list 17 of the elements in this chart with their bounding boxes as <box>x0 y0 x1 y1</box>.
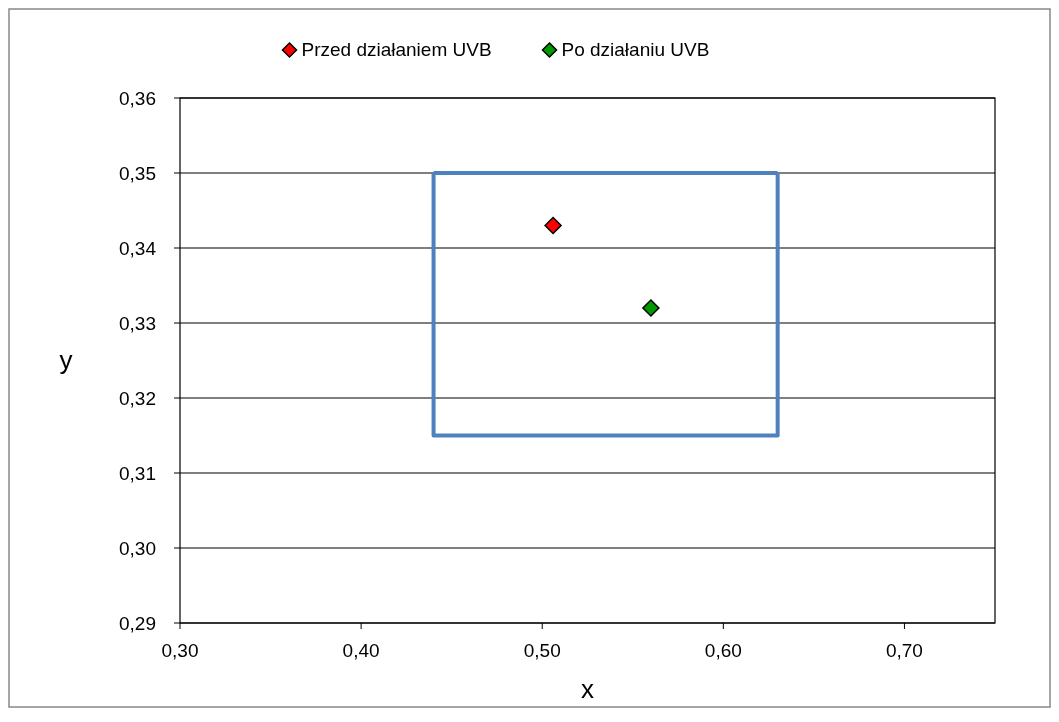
y-tick-label: 0,32 <box>119 388 156 409</box>
y-tick-label: 0,34 <box>119 238 157 259</box>
y-tick-label: 0,35 <box>119 163 156 184</box>
x-axis-title: x <box>581 674 594 704</box>
legend-label: Po działaniu UVB <box>561 39 710 60</box>
x-tick-label: 0,50 <box>523 640 561 661</box>
x-tick-label: 0,60 <box>704 640 742 661</box>
y-tick-label: 0,30 <box>119 538 156 559</box>
y-tick-label: 0,29 <box>119 613 156 634</box>
x-tick-label: 0,40 <box>342 640 380 661</box>
y-axis-title: y <box>59 344 73 375</box>
y-tick-label: 0,33 <box>119 313 156 334</box>
y-tick-label: 0,31 <box>119 463 156 484</box>
x-tick-label: 0,30 <box>161 640 199 661</box>
x-tick-label: 0,70 <box>885 640 923 661</box>
legend-label: Przed działaniem UVB <box>301 39 492 60</box>
y-tick-label: 0,36 <box>119 88 156 109</box>
